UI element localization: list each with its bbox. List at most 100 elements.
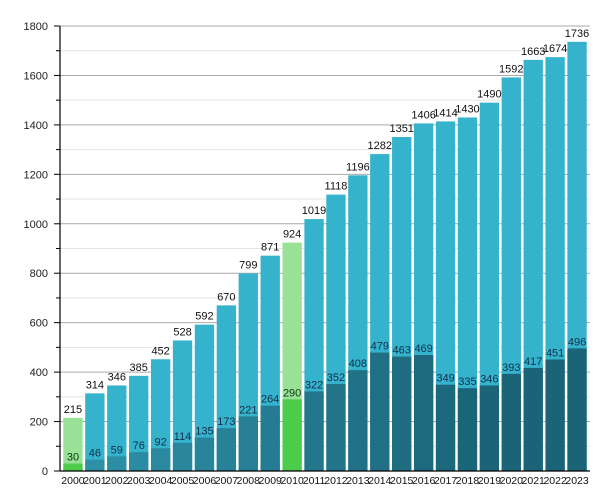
data-label-total: 385	[130, 362, 148, 374]
x-tick-label: 2018	[456, 475, 480, 487]
x-tick-label: 2008	[237, 475, 261, 487]
x-tick-label: 2016	[412, 475, 436, 487]
y-tick-label: 800	[30, 268, 48, 280]
y-tick-label: 600	[30, 318, 48, 330]
data-labels: 2153031446346593857645292528114592135670…	[64, 28, 590, 464]
data-label-subset: 451	[546, 348, 564, 360]
data-label-subset: 114	[174, 431, 192, 443]
bar-total-2018	[457, 117, 478, 471]
x-tick-label: 2010	[280, 475, 304, 487]
data-label-subset: 76	[133, 440, 145, 452]
bar-subset-2000	[63, 463, 83, 471]
bars	[63, 41, 587, 472]
data-label-total: 1351	[389, 123, 413, 135]
x-tick-label: 2003	[127, 475, 151, 487]
bar-subset-2009	[260, 405, 280, 471]
data-label-total: 1663	[521, 46, 545, 58]
bar-subset-2001	[85, 459, 105, 471]
bar-subset-2003	[129, 452, 149, 471]
data-label-subset: 322	[305, 379, 323, 391]
x-tick-label: 2022	[543, 475, 567, 487]
data-label-total: 1736	[565, 28, 589, 40]
x-tick-label: 2023	[565, 475, 589, 487]
y-tick-label: 1000	[24, 219, 48, 231]
y-tick-label: 400	[30, 367, 48, 379]
data-label-subset: 290	[283, 387, 301, 399]
data-label-total: 215	[64, 404, 82, 416]
bar-subset-2013	[348, 370, 368, 471]
data-label-total: 1196	[346, 161, 370, 173]
bar-subset-2023	[567, 348, 587, 471]
x-tick-label: 2013	[346, 475, 370, 487]
data-label-total: 670	[217, 291, 235, 303]
bar-total-2003	[129, 375, 149, 471]
x-tick-label: 2002	[105, 475, 129, 487]
bar-total-2006	[194, 324, 215, 471]
bar-total-2000	[63, 417, 83, 471]
data-label-total: 799	[239, 259, 257, 271]
data-label-total: 1406	[411, 109, 435, 121]
data-label-subset: 496	[568, 336, 586, 348]
data-label-subset: 30	[67, 452, 79, 464]
data-label-subset: 479	[371, 341, 389, 353]
bar-total-2001	[85, 393, 105, 471]
y-tick-labels: 0 200 400 600 800 1000 1200 1400 1600 1800	[24, 21, 48, 478]
data-label-total: 528	[173, 326, 191, 338]
y-tick-label: 0	[42, 466, 48, 478]
bar-subset-2007	[216, 428, 237, 471]
bar-subset-2021	[523, 367, 543, 471]
data-label-subset: 352	[327, 372, 345, 384]
bar-subset-2008	[238, 416, 258, 471]
x-tick-label: 2012	[324, 475, 348, 487]
bar-subset-2002	[107, 456, 127, 471]
bar-subset-2005	[172, 442, 193, 471]
data-label-subset: 46	[89, 448, 101, 460]
x-tick-label: 2019	[478, 475, 502, 487]
bar-subset-2019	[479, 385, 500, 471]
data-label-total: 924	[283, 229, 301, 241]
data-label-total: 1674	[543, 43, 567, 55]
x-tick-label: 2006	[193, 475, 217, 487]
x-tick-label: 2017	[434, 475, 458, 487]
bar-total-2002	[107, 385, 127, 471]
data-label-subset: 463	[393, 345, 411, 357]
bar-subset-2015	[392, 356, 412, 471]
bar-total-2004	[150, 359, 171, 471]
bar-total-2020	[501, 77, 521, 471]
bar-subset-2017	[435, 384, 456, 471]
axes	[54, 25, 590, 472]
data-label-subset: 173	[217, 416, 235, 428]
bar-total-2017	[435, 121, 456, 471]
x-tick-label: 2021	[522, 475, 546, 487]
data-label-subset: 221	[239, 404, 257, 416]
bar-subset-2011	[304, 391, 324, 471]
x-tick-label: 2004	[149, 475, 173, 487]
bar-total-2019	[479, 102, 500, 471]
data-label-subset: 92	[155, 436, 167, 448]
x-tick-label: 2009	[259, 475, 283, 487]
data-label-total: 452	[151, 345, 169, 357]
bar-subset-2006	[194, 437, 215, 471]
y-tick-label: 1400	[24, 120, 48, 132]
bar-subset-2016	[413, 355, 434, 471]
x-tick-label: 2000	[61, 475, 85, 487]
bar-total-2005	[172, 340, 193, 471]
bar-subset-2014	[370, 352, 390, 471]
data-label-total: 1592	[499, 63, 523, 75]
data-label-subset: 469	[414, 343, 432, 355]
x-tick-label: 2015	[390, 475, 414, 487]
bar-subset-2010	[282, 399, 302, 471]
y-tick-label: 1800	[24, 21, 48, 33]
data-label-subset: 59	[111, 444, 123, 456]
data-label-subset: 335	[458, 376, 476, 388]
data-label-total: 1414	[433, 107, 457, 119]
bar-subset-2020	[501, 373, 521, 471]
x-tick-labels: 2000200120022003200420052006200720082009…	[61, 475, 589, 487]
x-tick-label: 2011	[303, 475, 326, 487]
bar-subset-2018	[457, 388, 478, 471]
data-label-total: 1118	[325, 181, 348, 193]
data-label-subset: 349	[436, 373, 454, 385]
data-label-total: 346	[108, 371, 126, 383]
data-label-total: 592	[195, 311, 213, 323]
